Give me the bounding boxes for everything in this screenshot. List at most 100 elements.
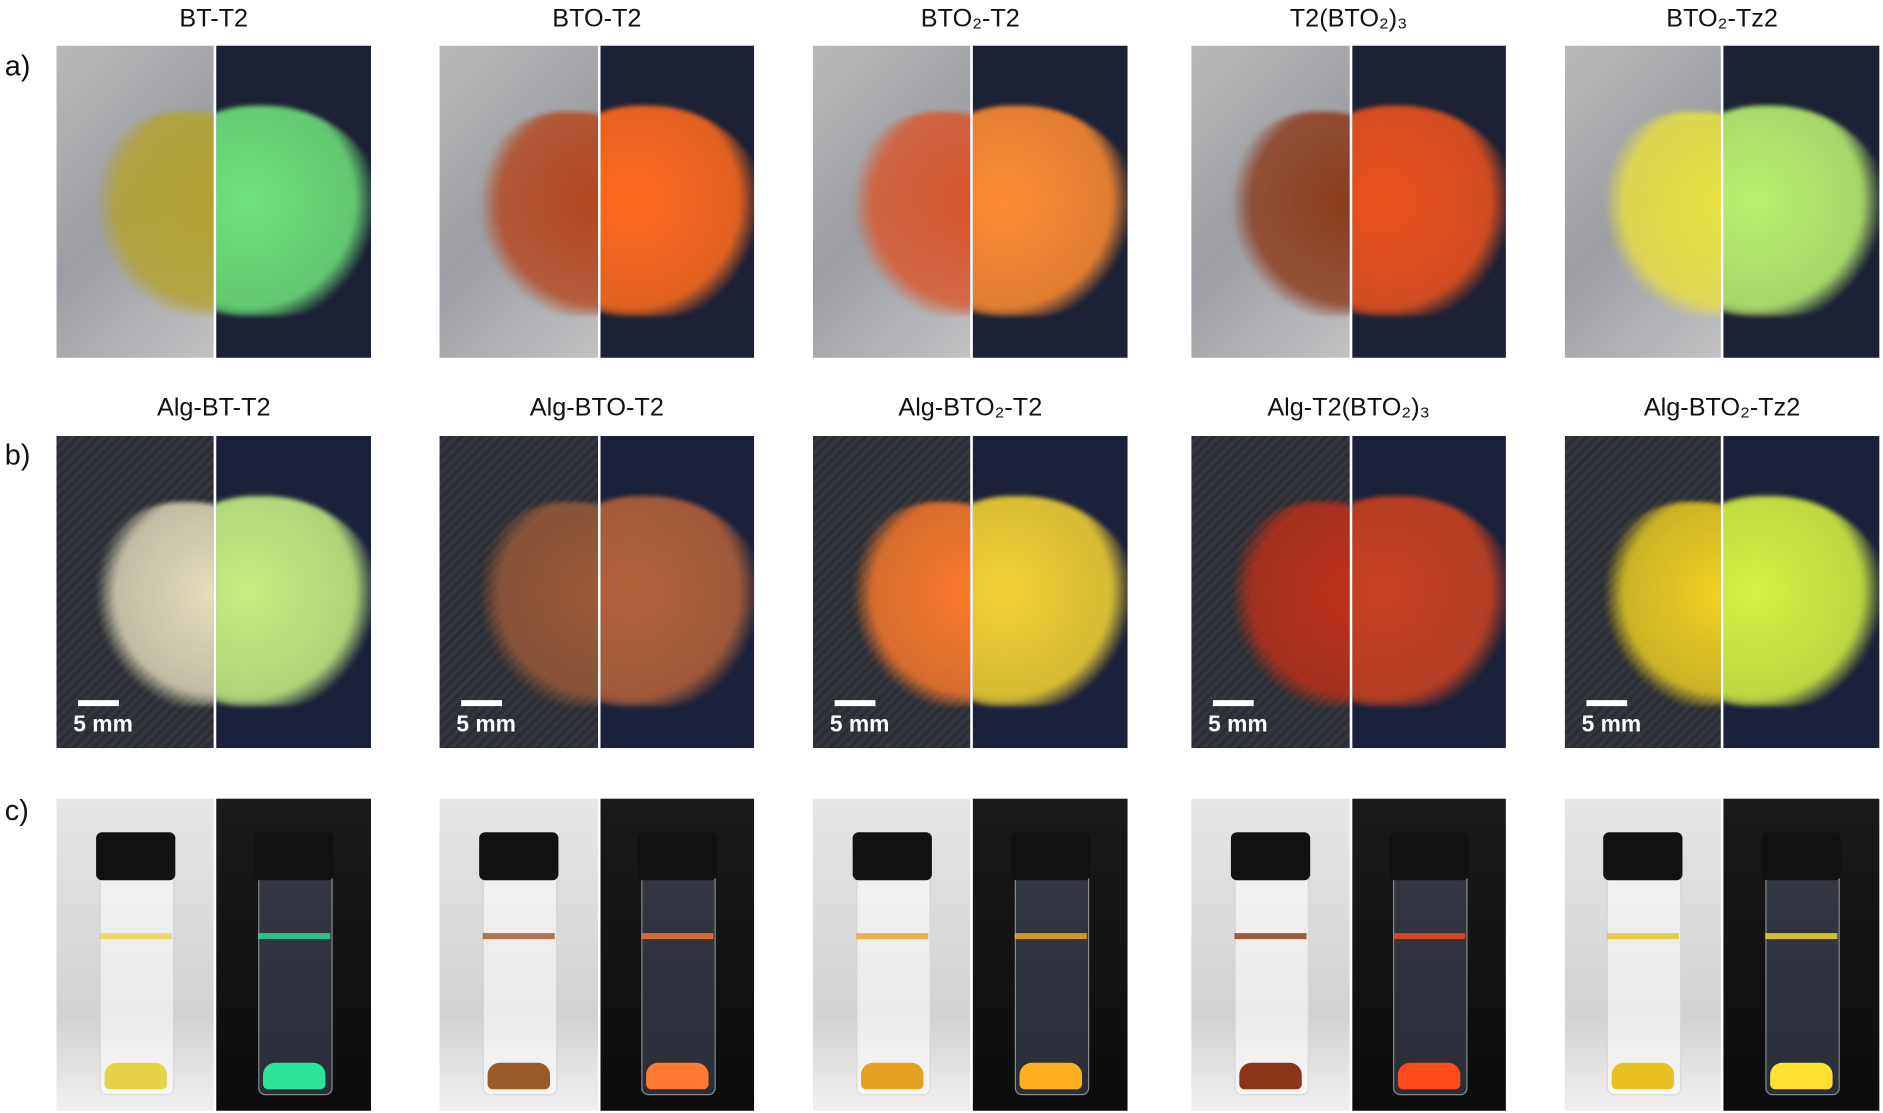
divider (213, 435, 217, 749)
liquid-line (482, 933, 555, 940)
beads (1397, 1062, 1461, 1090)
panel-title: Alg-T2(BTO₂)₃ (1267, 393, 1430, 422)
scale-bar (1586, 700, 1628, 707)
vial-cap (1389, 832, 1469, 881)
photo-left: 5 mm (56, 435, 214, 749)
photo-left (1564, 798, 1721, 1111)
row-label: c) (4, 794, 29, 828)
row-label: b) (4, 439, 31, 472)
photo-panel (1564, 798, 1880, 1111)
liquid-line (1393, 933, 1466, 940)
photo-left (813, 798, 971, 1111)
photo-left (439, 798, 599, 1111)
liquid-line (1014, 933, 1087, 940)
vial-glass (1014, 870, 1089, 1096)
liquid-line (641, 933, 714, 940)
photo-left (439, 45, 599, 358)
panel-title: BTO-T2 (552, 4, 642, 33)
sample (1723, 495, 1880, 707)
divider (1720, 435, 1724, 749)
beads (262, 1062, 325, 1090)
photo-right (600, 435, 755, 749)
divider (598, 798, 601, 1111)
liquid-line (257, 933, 330, 940)
sample (600, 105, 755, 316)
scale-label: 5 mm (73, 712, 133, 738)
sample (600, 495, 755, 707)
beads (103, 1062, 167, 1090)
vial-cap (1010, 832, 1090, 881)
panel-title: Alg-BTO₂-Tz2 (1643, 393, 1801, 422)
row-label: a) (4, 50, 31, 83)
divider (213, 798, 217, 1111)
photo-right (1723, 45, 1880, 358)
photo-left (56, 45, 214, 358)
sample (1352, 495, 1506, 707)
photo-left (56, 798, 214, 1111)
divider (1349, 435, 1353, 749)
vial-cap (253, 832, 334, 881)
panel-title: Alg-BTO-T2 (529, 393, 664, 422)
liquid-line (1606, 933, 1679, 940)
photo-right (972, 45, 1128, 358)
sample (475, 501, 599, 707)
photo-right (600, 45, 755, 358)
photo-right (216, 435, 372, 749)
photo-right (600, 798, 755, 1111)
photo-right (216, 798, 372, 1111)
scale-label: 5 mm (1581, 712, 1642, 738)
panel-title: T2(BTO₂)₃ (1289, 4, 1408, 33)
scale-bar (461, 700, 502, 707)
vial-glass (855, 870, 931, 1096)
photo-panel: 5 mm (56, 435, 372, 749)
liquid-line (99, 933, 172, 940)
vial-cap (95, 832, 175, 881)
panel-title: Alg-BT-T2 (156, 393, 271, 422)
scale-bar (1212, 700, 1254, 707)
divider (970, 798, 973, 1111)
divider (1720, 798, 1724, 1111)
sample (216, 495, 372, 707)
beads (860, 1062, 923, 1090)
vial-glass (641, 870, 716, 1096)
photo-panel (1564, 45, 1880, 358)
beads (1770, 1062, 1833, 1090)
scale-bar (78, 700, 119, 707)
vial-glass (1234, 870, 1309, 1096)
photo-panel: 5 mm (1564, 435, 1880, 749)
sample (972, 105, 1128, 316)
photo-panel (813, 45, 1128, 358)
vial-cap (1603, 832, 1683, 881)
vial-cap (1230, 832, 1311, 881)
divider (970, 435, 973, 749)
photo-panel: 5 mm (813, 435, 1128, 749)
vial-cap (479, 832, 559, 881)
sample (1723, 105, 1880, 316)
divider (970, 45, 973, 358)
divider (598, 45, 601, 358)
sample (92, 501, 214, 707)
vial-glass (1765, 870, 1840, 1096)
scale-label: 5 mm (829, 712, 890, 738)
photo-left: 5 mm (1191, 435, 1350, 749)
sample (216, 105, 372, 316)
photo-left: 5 mm (813, 435, 971, 749)
sample (1227, 111, 1350, 316)
beads (1611, 1062, 1675, 1090)
photo-right (1723, 435, 1880, 749)
beads (487, 1062, 551, 1090)
sample (475, 111, 599, 316)
panel-title: BTO₂-T2 (920, 4, 1020, 33)
sample (849, 111, 971, 316)
divider (1720, 45, 1724, 358)
vial-glass (1393, 870, 1468, 1096)
photo-right (1723, 798, 1880, 1111)
photo-panel (439, 45, 755, 358)
vial-cap (637, 832, 717, 881)
vial-glass (99, 870, 174, 1096)
beads (1018, 1062, 1082, 1090)
divider (598, 435, 601, 749)
vial-cap (852, 832, 932, 881)
liquid-line (1234, 933, 1307, 940)
